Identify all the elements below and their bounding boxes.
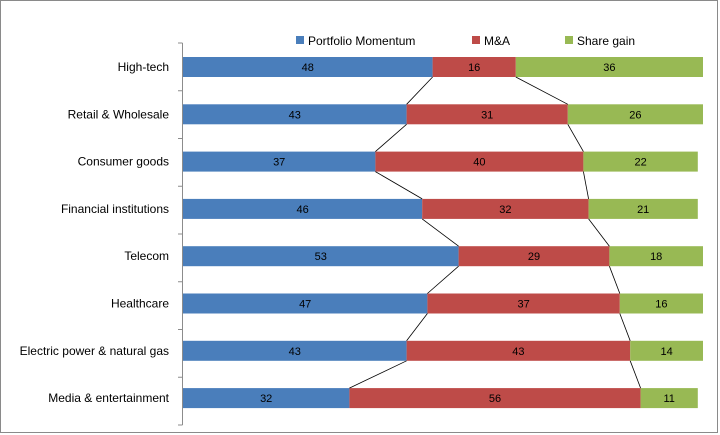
series-connector — [588, 218, 610, 247]
series-connector — [375, 171, 423, 200]
legend-swatch-share-gain — [565, 36, 573, 44]
data-label: 37 — [273, 157, 285, 169]
legend-swatch-manda — [472, 36, 480, 44]
bar-share-gain-media-and-entertainment — [640, 388, 698, 409]
series-connector — [427, 265, 459, 294]
series-connector — [406, 76, 433, 105]
category-label-financial-institutions: Financial institutions — [61, 202, 169, 216]
category-label-consumer-goods: Consumer goods — [78, 155, 169, 169]
bar-portfolio-momentum-high-tech — [183, 57, 433, 77]
bar-portfolio-momentum-financial-institutions — [183, 198, 423, 219]
bar-portfolio-momentum-electric-power-and-natural-gas — [183, 340, 407, 361]
bar-share-gain-high-tech — [515, 57, 703, 77]
bar-portfolio-momentum-healthcare — [183, 293, 428, 314]
data-label: 31 — [481, 109, 493, 121]
bar-manda-healthcare — [427, 293, 620, 314]
bar-portfolio-momentum-consumer-goods — [183, 151, 376, 172]
category-label-media-and-entertainment: Media & entertainment — [48, 391, 169, 405]
series-connector — [629, 360, 641, 389]
bar-manda-telecom — [458, 246, 610, 267]
bar-share-gain-electric-power-and-natural-gas — [630, 340, 703, 361]
bar-manda-media-and-entertainment — [349, 388, 641, 409]
data-label: 32 — [260, 393, 272, 405]
data-label: 29 — [528, 251, 540, 263]
data-label: 32 — [499, 204, 511, 216]
bar-share-gain-consumer-goods — [583, 151, 698, 172]
series-connector — [567, 124, 584, 152]
data-label: 22 — [634, 157, 646, 169]
bar-portfolio-momentum-telecom — [183, 246, 459, 267]
series-connector — [375, 123, 407, 152]
data-label: 46 — [296, 204, 308, 216]
data-label: 37 — [517, 299, 529, 311]
data-label: 43 — [289, 109, 301, 121]
data-label: 47 — [299, 299, 311, 311]
data-label: 16 — [468, 62, 480, 74]
data-label: 16 — [655, 299, 667, 311]
series-connector — [349, 360, 407, 389]
series-connector — [583, 171, 589, 199]
series-connector — [609, 266, 621, 294]
category-label-electric-power-and-natural-gas: Electric power & natural gas — [20, 344, 169, 358]
bar-manda-electric-power-and-natural-gas — [406, 340, 631, 361]
bar-share-gain-healthcare — [619, 293, 703, 314]
category-label-high-tech: High-tech — [118, 60, 169, 74]
data-label: 43 — [512, 346, 524, 358]
bar-manda-financial-institutions — [422, 198, 589, 219]
data-label: 40 — [473, 157, 485, 169]
category-label-telecom: Telecom — [124, 249, 169, 263]
bar-manda-high-tech — [432, 57, 516, 77]
series-connector — [406, 313, 428, 342]
bar-manda-consumer-goods — [375, 151, 584, 172]
legend-label-manda: M&A — [484, 34, 510, 48]
data-label: 14 — [660, 346, 672, 358]
bar-manda-retail-and-wholesale — [406, 104, 568, 125]
data-label: 43 — [289, 346, 301, 358]
bar-share-gain-financial-institutions — [588, 198, 698, 219]
series-connector — [619, 313, 631, 341]
data-label: 56 — [489, 393, 501, 405]
data-label: 11 — [663, 393, 674, 405]
series-connector — [515, 76, 568, 105]
category-label-retail-and-wholesale: Retail & Wholesale — [68, 107, 170, 121]
data-label: 53 — [315, 251, 327, 263]
data-label: 21 — [637, 204, 649, 216]
bar-portfolio-momentum-retail-and-wholesale — [183, 104, 407, 125]
legend-swatch-portfolio-momentum — [296, 36, 304, 44]
bar-share-gain-telecom — [609, 246, 703, 267]
legend-label-share-gain: Share gain — [577, 34, 635, 48]
bar-portfolio-momentum-media-and-entertainment — [183, 388, 350, 409]
data-label: 18 — [650, 251, 662, 263]
data-label: 48 — [302, 62, 314, 74]
bar-share-gain-retail-and-wholesale — [567, 104, 703, 125]
legend-label-portfolio-momentum: Portfolio Momentum — [308, 34, 415, 48]
data-label: 36 — [603, 62, 615, 74]
series-connector — [421, 218, 459, 247]
category-label-healthcare: Healthcare — [111, 297, 169, 311]
data-label: 26 — [629, 109, 641, 121]
